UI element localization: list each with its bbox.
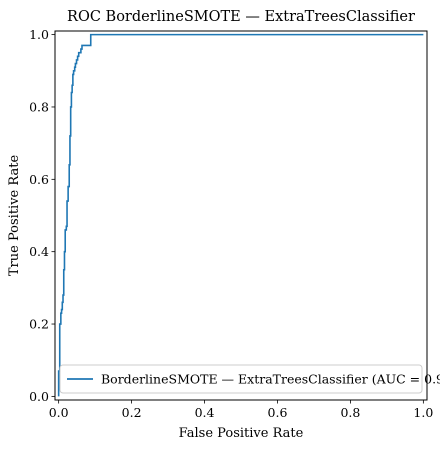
x-tick-label: 0.6 <box>268 405 288 420</box>
x-axis-ticks: 0.0 0.2 0.4 0.6 0.8 1.0 <box>49 400 433 420</box>
chart-title: ROC BorderlineSMOTE — ExtraTreesClassifi… <box>67 9 415 25</box>
y-tick-label: 0.8 <box>29 99 49 114</box>
y-axis-ticks: 0.0 0.2 0.4 0.6 0.8 1.0 <box>29 27 55 404</box>
x-tick-label: 0.8 <box>340 405 360 420</box>
x-axis-label: False Positive Rate <box>179 426 304 441</box>
y-tick-label: 0.6 <box>29 172 49 187</box>
legend-label: BorderlineSMOTE — ExtraTreesClassifier (… <box>101 372 440 387</box>
y-tick-label: 1.0 <box>29 27 49 42</box>
plot-area <box>54 30 428 401</box>
x-tick-label: 0.0 <box>49 405 69 420</box>
plot-frame <box>54 30 428 401</box>
legend: BorderlineSMOTE — ExtraTreesClassifier (… <box>59 364 440 394</box>
y-axis-label: True Positive Rate <box>7 155 22 277</box>
legend-box <box>59 364 423 394</box>
y-tick-label: 0.4 <box>29 244 49 259</box>
y-tick-label: 0.2 <box>29 317 49 332</box>
x-tick-label: 0.2 <box>122 405 142 420</box>
x-tick-label: 0.4 <box>195 405 215 420</box>
y-tick-label: 0.0 <box>29 389 49 404</box>
x-tick-label: 1.0 <box>413 405 433 420</box>
roc-curve-line <box>57 33 424 397</box>
